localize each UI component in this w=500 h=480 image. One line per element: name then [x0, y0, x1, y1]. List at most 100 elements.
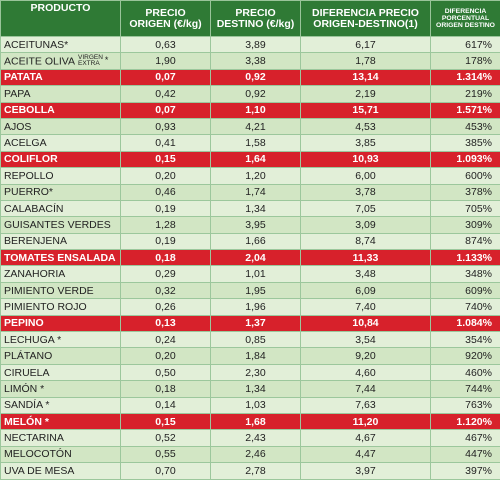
cell-precio-destino: 1,95 — [211, 282, 301, 298]
cell-producto: ACELGA — [1, 135, 121, 151]
cell-diferencia: 11,20 — [301, 413, 431, 429]
product-suffix-star: * — [105, 55, 109, 65]
cell-precio-origen: 0,19 — [121, 233, 211, 249]
cell-precio-origen: 0,15 — [121, 413, 211, 429]
cell-diferencia: 7,44 — [301, 381, 431, 397]
cell-porcentual: 705% — [431, 200, 500, 216]
cell-diferencia: 15,71 — [301, 102, 431, 118]
cell-porcentual: 1.314% — [431, 69, 500, 85]
cell-precio-origen: 0,93 — [121, 118, 211, 134]
cell-producto: LECHUGA * — [1, 332, 121, 348]
cell-diferencia: 3,54 — [301, 332, 431, 348]
cell-porcentual: 219% — [431, 86, 500, 102]
cell-precio-origen: 0,52 — [121, 430, 211, 446]
cell-diferencia: 4,53 — [301, 118, 431, 134]
cell-porcentual: 378% — [431, 184, 500, 200]
cell-diferencia: 4,60 — [301, 364, 431, 380]
cell-producto: PEPINO — [1, 315, 121, 331]
cell-precio-destino: 0,85 — [211, 332, 301, 348]
cell-porcentual: 1.133% — [431, 250, 500, 266]
cell-precio-destino: 2,04 — [211, 250, 301, 266]
header-porcentual-line1: Diferencia — [445, 8, 487, 15]
cell-porcentual: 1.120% — [431, 413, 500, 429]
cell-porcentual: 460% — [431, 364, 500, 380]
cell-precio-destino: 2,30 — [211, 364, 301, 380]
cell-producto: PUERRO* — [1, 184, 121, 200]
cell-porcentual: 178% — [431, 53, 500, 69]
header-origen-line2: ORIGEN (€/kg) — [129, 18, 201, 30]
cell-precio-destino: 1,10 — [211, 102, 301, 118]
cell-porcentual: 467% — [431, 430, 500, 446]
cell-diferencia: 3,48 — [301, 266, 431, 282]
cell-precio-origen: 0,41 — [121, 135, 211, 151]
cell-precio-destino: 1,34 — [211, 200, 301, 216]
cell-precio-destino: 1,64 — [211, 151, 301, 167]
cell-precio-origen: 0,50 — [121, 364, 211, 380]
cell-porcentual: 740% — [431, 299, 500, 315]
cell-diferencia: 6,00 — [301, 168, 431, 184]
cell-diferencia: 3,97 — [301, 463, 431, 479]
cell-precio-destino: 1,37 — [211, 315, 301, 331]
cell-precio-destino: 3,95 — [211, 217, 301, 233]
cell-producto: GUISANTES VERDES — [1, 217, 121, 233]
cell-precio-destino: 1,01 — [211, 266, 301, 282]
header-porcentual-line2: porcentual — [442, 15, 489, 22]
cell-precio-destino: 2,46 — [211, 446, 301, 462]
cell-porcentual: 744% — [431, 381, 500, 397]
cell-precio-destino: 1,66 — [211, 233, 301, 249]
product-suffix-sub: EXTRA — [78, 60, 100, 67]
cell-producto: REPOLLO — [1, 168, 121, 184]
cell-porcentual: 309% — [431, 217, 500, 233]
cell-porcentual: 397% — [431, 463, 500, 479]
cell-precio-origen: 0,70 — [121, 463, 211, 479]
cell-precio-origen: 0,55 — [121, 446, 211, 462]
cell-precio-destino: 2,43 — [211, 430, 301, 446]
cell-porcentual: 354% — [431, 332, 500, 348]
header-producto: PRODUCTO — [1, 1, 121, 37]
cell-diferencia: 3,09 — [301, 217, 431, 233]
cell-producto: AJOS — [1, 118, 121, 134]
cell-precio-origen: 0,26 — [121, 299, 211, 315]
cell-precio-destino: 1,34 — [211, 381, 301, 397]
cell-producto: MELÓN * — [1, 413, 121, 429]
cell-producto: SANDÍA * — [1, 397, 121, 413]
cell-porcentual: 385% — [431, 135, 500, 151]
header-porcentual: Diferenciaporcentualorigen destino — [431, 1, 500, 37]
cell-diferencia: 10,93 — [301, 151, 431, 167]
cell-producto: PIMIENTO VERDE — [1, 282, 121, 298]
header-destino-line2: DESTINO (€/kg) — [217, 18, 295, 30]
cell-precio-origen: 0,19 — [121, 200, 211, 216]
cell-diferencia: 2,19 — [301, 86, 431, 102]
header-producto-label: PRODUCTO — [31, 2, 91, 14]
cell-porcentual: 920% — [431, 348, 500, 364]
cell-producto: NECTARINA — [1, 430, 121, 446]
cell-producto: LIMÓN * — [1, 381, 121, 397]
cell-porcentual: 453% — [431, 118, 500, 134]
cell-precio-destino: 3,38 — [211, 53, 301, 69]
cell-precio-destino: 1,03 — [211, 397, 301, 413]
cell-precio-origen: 0,15 — [121, 151, 211, 167]
cell-producto: BERENJENA — [1, 233, 121, 249]
